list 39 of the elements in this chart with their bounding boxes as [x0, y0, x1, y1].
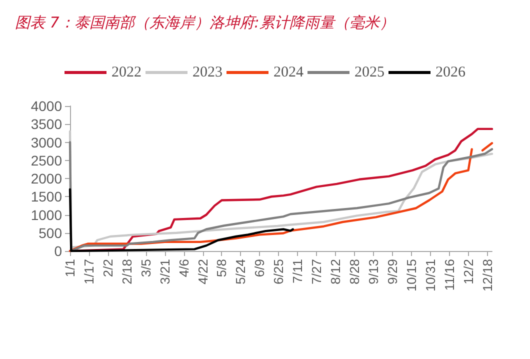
x-tick-label: 9/29 — [384, 259, 400, 284]
x-tick-label: 2/2 — [100, 259, 116, 278]
y-tick-label: 2500 — [30, 152, 62, 168]
x-tick-label: 10/15 — [404, 259, 419, 292]
y-tick-label: 2000 — [30, 170, 62, 186]
x-tick-label: 5/24 — [233, 259, 248, 284]
x-tick-label: 3/21 — [157, 259, 172, 284]
y-tick-label: 3000 — [30, 134, 62, 150]
y-tick-label: 4000 — [30, 98, 62, 114]
y-tick-label: 0 — [54, 243, 62, 259]
legend-label: 2022 — [112, 64, 142, 80]
x-tick-label: 1/17 — [81, 259, 96, 284]
x-tick-label: 9/13 — [366, 259, 381, 284]
y-tick-label: 3500 — [30, 116, 62, 132]
y-tick-label: 500 — [38, 224, 62, 241]
x-tick-label: 12/18 — [480, 259, 495, 292]
x-tick-label: 7/11 — [290, 259, 306, 284]
x-tick-label: 5/8 — [214, 259, 230, 278]
x-tick-label: 1/1 — [62, 259, 78, 278]
x-tick-label: 12/2 — [460, 259, 476, 284]
legend-label: 2026 — [436, 64, 466, 80]
x-tick-label: 8/12 — [328, 259, 344, 284]
legend-label: 2023 — [192, 64, 222, 80]
x-tick-label: 4/6 — [176, 259, 192, 278]
x-tick-label: 10/31 — [422, 259, 438, 292]
legend-label: 2025 — [354, 64, 384, 80]
y-tick-label: 1000 — [30, 206, 62, 223]
x-tick-label: 2/18 — [119, 259, 134, 284]
x-tick-label: 11/16 — [442, 259, 457, 291]
x-tick-label: 3/5 — [138, 259, 154, 278]
chart-title: 图表 7：泰国南部（东海岸）洛坤府:累计降雨量（毫米） — [15, 14, 394, 32]
x-tick-label: 7/27 — [309, 259, 324, 284]
legend-label: 2024 — [274, 64, 304, 80]
y-tick-label: 1500 — [30, 188, 62, 205]
line-series — [68, 188, 294, 252]
x-tick-label: 8/28 — [346, 259, 362, 284]
x-tick-label: 6/25 — [271, 259, 286, 284]
x-tick-label: 4/22 — [195, 259, 210, 284]
x-tick-label: 6/9 — [252, 259, 268, 278]
